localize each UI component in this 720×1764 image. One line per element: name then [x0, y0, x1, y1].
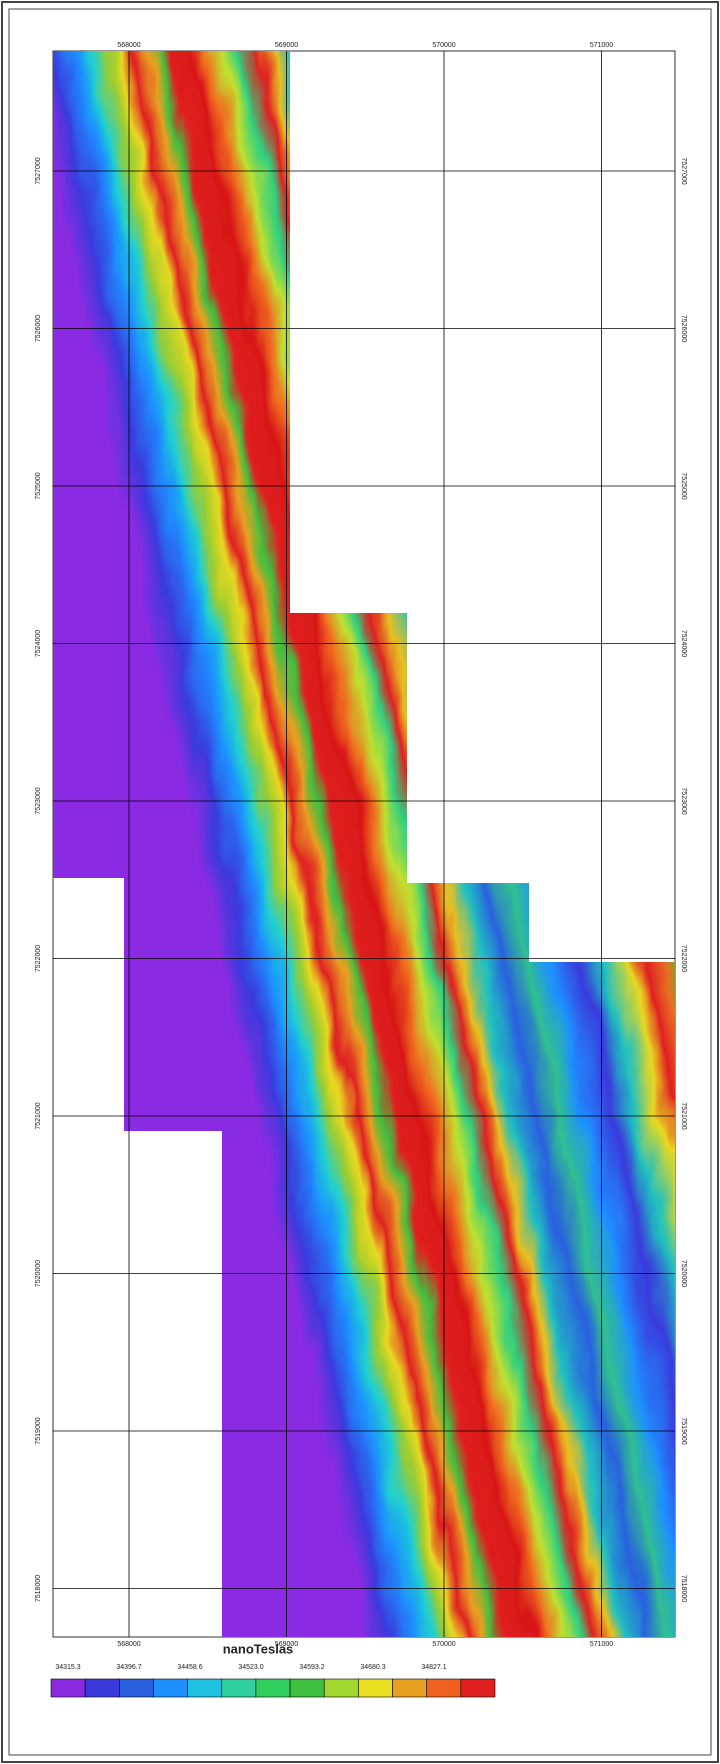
legend-swatch: [85, 1679, 119, 1697]
legend-swatch: [427, 1679, 461, 1697]
y-tick-label-right: 7525000: [680, 472, 687, 499]
y-tick-label-left: 7519000: [35, 1417, 42, 1444]
y-tick-label-right: 7521000: [680, 1102, 687, 1129]
y-tick-label-right: 7522000: [680, 945, 687, 972]
x-tick-label-bottom: 571000: [590, 1641, 613, 1648]
legend-swatch: [461, 1679, 495, 1697]
y-tick-label-left: 7525000: [35, 472, 42, 499]
y-tick-label-right: 7524000: [680, 630, 687, 657]
y-tick-label-right: 7526000: [680, 315, 687, 342]
y-tick-label-left: 7522000: [35, 945, 42, 972]
legend-swatch: [153, 1679, 187, 1697]
y-tick-label-left: 7524000: [35, 630, 42, 657]
y-tick-label-left: 7523000: [35, 787, 42, 814]
y-tick-label-right: 7518000: [680, 1575, 687, 1602]
y-tick-label-left: 7521000: [35, 1102, 42, 1129]
y-tick-label-left: 7520000: [35, 1260, 42, 1287]
legend-swatch: [119, 1679, 153, 1697]
y-tick-label-right: 7519000: [680, 1417, 687, 1444]
legend-swatch: [358, 1679, 392, 1697]
legend-swatch: [222, 1679, 256, 1697]
y-tick-label-right: 7527000: [680, 157, 687, 184]
x-tick-label-bottom: 568000: [117, 1641, 140, 1648]
legend-swatch: [393, 1679, 427, 1697]
legend-value-label: 34680.3: [360, 1664, 385, 1671]
y-tick-label-right: 7520000: [680, 1260, 687, 1287]
x-tick-label-top: 571000: [590, 42, 613, 49]
legend-swatch: [290, 1679, 324, 1697]
legend-value-label: 34458.6: [177, 1664, 202, 1671]
x-tick-label-top: 568000: [117, 42, 140, 49]
legend-value-label: 34827.1: [421, 1664, 446, 1671]
legend-value-label: 34593.2: [299, 1664, 324, 1671]
map-page: 5680005680005690005690005700005700005710…: [0, 0, 720, 1764]
legend-value-label: 34523.0: [238, 1664, 263, 1671]
legend-value-label: 34315.3: [55, 1664, 80, 1671]
legend-swatch: [324, 1679, 358, 1697]
x-tick-label-top: 569000: [275, 42, 298, 49]
y-tick-label-left: 7526000: [35, 315, 42, 342]
legend-swatch: [51, 1679, 85, 1697]
x-tick-label-bottom: 570000: [432, 1641, 455, 1648]
legend-title: nanoTeslas: [223, 1641, 294, 1656]
legend-swatch: [256, 1679, 290, 1697]
legend-swatch: [188, 1679, 222, 1697]
x-tick-label-top: 570000: [432, 42, 455, 49]
y-tick-label-left: 7518000: [35, 1575, 42, 1602]
legend-value-label: 34396.7: [116, 1664, 141, 1671]
y-tick-label-left: 7527000: [35, 157, 42, 184]
y-tick-label-right: 7523000: [680, 787, 687, 814]
